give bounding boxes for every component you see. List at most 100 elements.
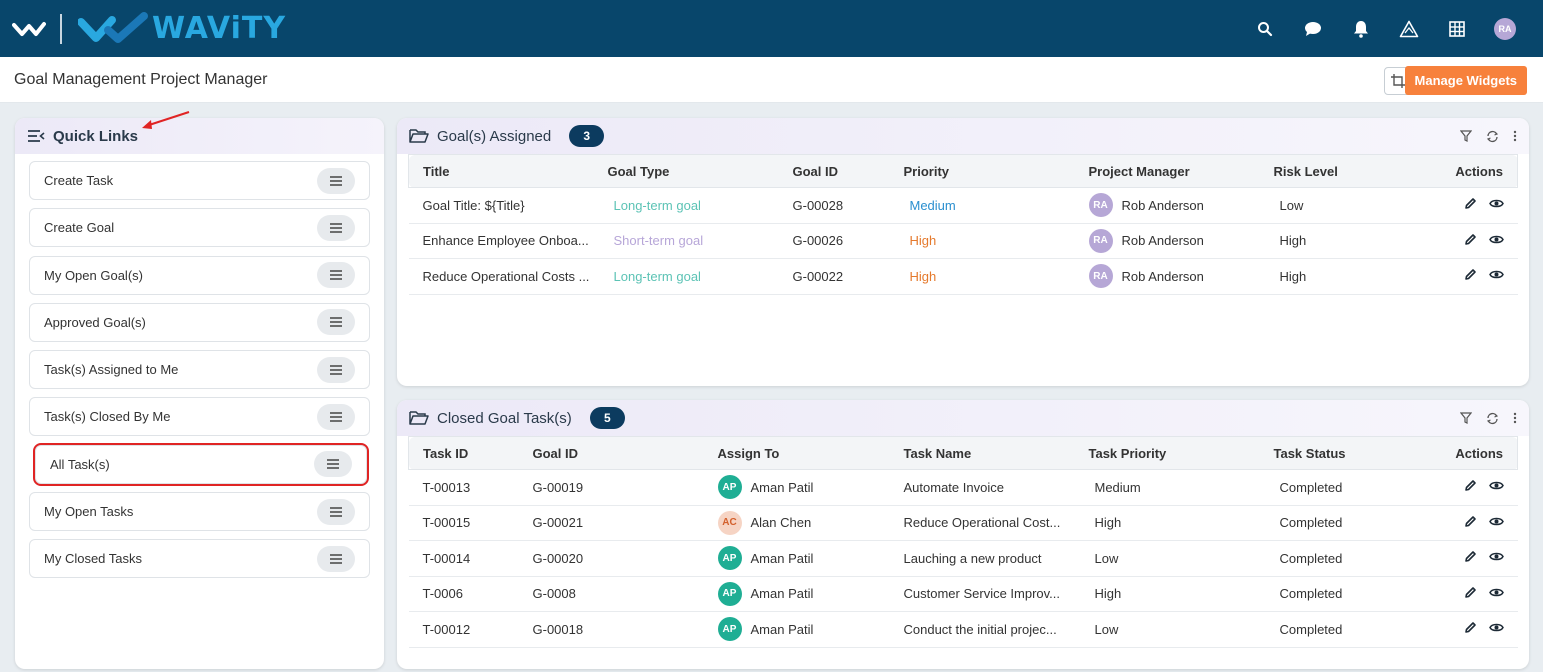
table-row[interactable]: T-00015 G-00021 AC Alan Chen Reduce Opera… [408,505,1518,541]
goal-id: G-00028 [778,187,890,224]
edit-pencil-icon[interactable] [1464,268,1477,281]
view-eye-icon[interactable] [1488,622,1504,633]
closed-tasks-count-badge: 5 [589,407,625,429]
hamburger-menu-icon[interactable] [317,167,355,194]
avatar: AP [717,617,742,642]
apps-grid-icon[interactable] [1433,0,1481,57]
edit-pencil-icon[interactable] [1464,550,1477,563]
goal-id: G-00022 [778,258,890,295]
more-options-icon[interactable] [1513,412,1517,424]
edit-pencil-icon[interactable] [1464,197,1477,210]
filter-icon[interactable] [1460,412,1472,424]
quick-link-tasks-closed-by-me[interactable]: Task(s) Closed By Me [29,397,370,437]
view-eye-icon[interactable] [1488,269,1504,280]
manage-widgets-button[interactable]: Manage Widgets [1404,66,1527,95]
table-row[interactable]: Reduce Operational Costs ... Long-term g… [408,258,1518,295]
hamburger-menu-icon[interactable] [317,356,355,383]
column-header[interactable]: Title [408,154,594,188]
goal-title: Goal Title: ${Title} [408,187,594,224]
user-avatar-button[interactable]: RA [1481,0,1529,57]
view-eye-icon[interactable] [1488,516,1504,527]
assignee: Aman Patil [750,621,814,637]
hamburger-menu-icon[interactable] [317,214,355,241]
column-header[interactable]: Goal ID [518,436,704,470]
quick-link-my-open-tasks[interactable]: My Open Tasks [29,492,370,532]
task-id: T-00014 [408,540,519,577]
closed-tasks-header: Closed Goal Task(s) 5 [397,400,1529,436]
view-eye-icon[interactable] [1488,198,1504,209]
assignee-cell: AP Aman Patil [703,611,890,648]
table-row[interactable]: T-00012 G-00018 AP Aman Patil Conduct the… [408,611,1518,648]
quick-link-tasks-assigned-to-me[interactable]: Task(s) Assigned to Me [29,350,370,390]
quick-link-my-closed-tasks[interactable]: My Closed Tasks [29,539,370,579]
closed-goal-tasks-widget: Closed Goal Task(s) 5 Task ID Goal ID As… [397,400,1529,669]
assignee-cell: AC Alan Chen [703,505,890,541]
column-header[interactable]: Task Priority [1074,436,1260,470]
edit-pencil-icon[interactable] [1464,479,1477,492]
goals-count-badge: 3 [569,125,605,147]
hamburger-menu-icon[interactable] [317,545,355,572]
table-row[interactable]: Enhance Employee Onboa... Short-term goa… [408,223,1518,259]
column-header: Actions [1409,436,1518,470]
view-eye-icon[interactable] [1488,480,1504,491]
edit-pencil-icon[interactable] [1464,515,1477,528]
wavity-mark-icon[interactable] [12,17,48,41]
task-priority: Low [1074,611,1260,648]
hamburger-menu-icon[interactable] [317,498,355,525]
notification-bell-icon[interactable] [1337,0,1385,57]
quick-link-create-task[interactable]: Create Task [29,161,370,200]
column-header[interactable]: Assign To [703,436,890,470]
quick-link-approved-goals[interactable]: Approved Goal(s) [29,302,370,342]
risk-level: High [1259,223,1410,259]
column-header[interactable]: Goal Type [593,154,779,188]
refresh-icon[interactable] [1486,130,1499,143]
column-header[interactable]: Task Name [889,436,1075,470]
column-header[interactable]: Goal ID [778,154,890,188]
actions-cell [1409,611,1518,648]
assignee: Aman Patil [750,586,814,602]
hamburger-menu-icon[interactable] [317,309,355,336]
goal-id: G-00019 [518,469,704,506]
view-eye-icon[interactable] [1488,551,1504,562]
hamburger-menu-icon[interactable] [317,262,355,289]
view-eye-icon[interactable] [1488,234,1504,245]
search-icon[interactable] [1241,0,1289,57]
assignee-cell: AP Aman Patil [703,576,890,612]
column-header[interactable]: Task Status [1259,436,1410,470]
quick-link-my-open-goals[interactable]: My Open Goal(s) [29,255,370,295]
edit-pencil-icon[interactable] [1464,233,1477,246]
closed-tasks-table: Task ID Goal ID Assign To Task Name Task… [408,436,1518,648]
refresh-icon[interactable] [1486,412,1499,425]
chat-icon[interactable] [1289,0,1337,57]
filter-icon[interactable] [1460,130,1472,142]
project-manager-cell: RA Rob Anderson [1074,258,1260,295]
goal-id: G-00020 [518,540,704,577]
task-id: T-00013 [408,469,519,506]
hamburger-menu-icon[interactable] [317,403,355,430]
task-priority: High [1074,576,1260,612]
edit-pencil-icon[interactable] [1464,621,1477,634]
quick-link-all-tasks[interactable]: All Task(s) [33,442,369,486]
table-row[interactable]: T-0006 G-0008 AP Aman Patil Customer Serv… [408,576,1518,612]
column-header: Actions [1409,154,1518,188]
column-header[interactable]: Project Manager [1074,154,1260,188]
table-row[interactable]: T-00013 G-00019 AP Aman Patil Automate In… [408,469,1518,506]
hamburger-menu-icon[interactable] [314,451,352,478]
task-name: Conduct the initial projec... [889,611,1075,648]
table-row[interactable]: T-00014 G-00020 AP Aman Patil Lauching a … [408,540,1518,577]
menu-collapse-icon[interactable] [27,129,45,143]
quick-link-create-goal[interactable]: Create Goal [29,208,370,248]
goal-title: Reduce Operational Costs ... [408,258,594,295]
view-eye-icon[interactable] [1488,587,1504,598]
brand-logo[interactable]: WAViTY [78,11,286,46]
warning-triangle-icon[interactable] [1385,0,1433,57]
column-header[interactable]: Priority [889,154,1075,188]
more-options-icon[interactable] [1513,130,1517,142]
column-header[interactable]: Task ID [408,436,519,470]
edit-pencil-icon[interactable] [1464,586,1477,599]
column-header[interactable]: Risk Level [1259,154,1410,188]
table-row[interactable]: Goal Title: ${Title} Long-term goal G-00… [408,187,1518,224]
goal-id: G-00026 [778,223,890,259]
quick-link-label: Approved Goal(s) [44,314,146,330]
assignee: Aman Patil [750,479,814,495]
